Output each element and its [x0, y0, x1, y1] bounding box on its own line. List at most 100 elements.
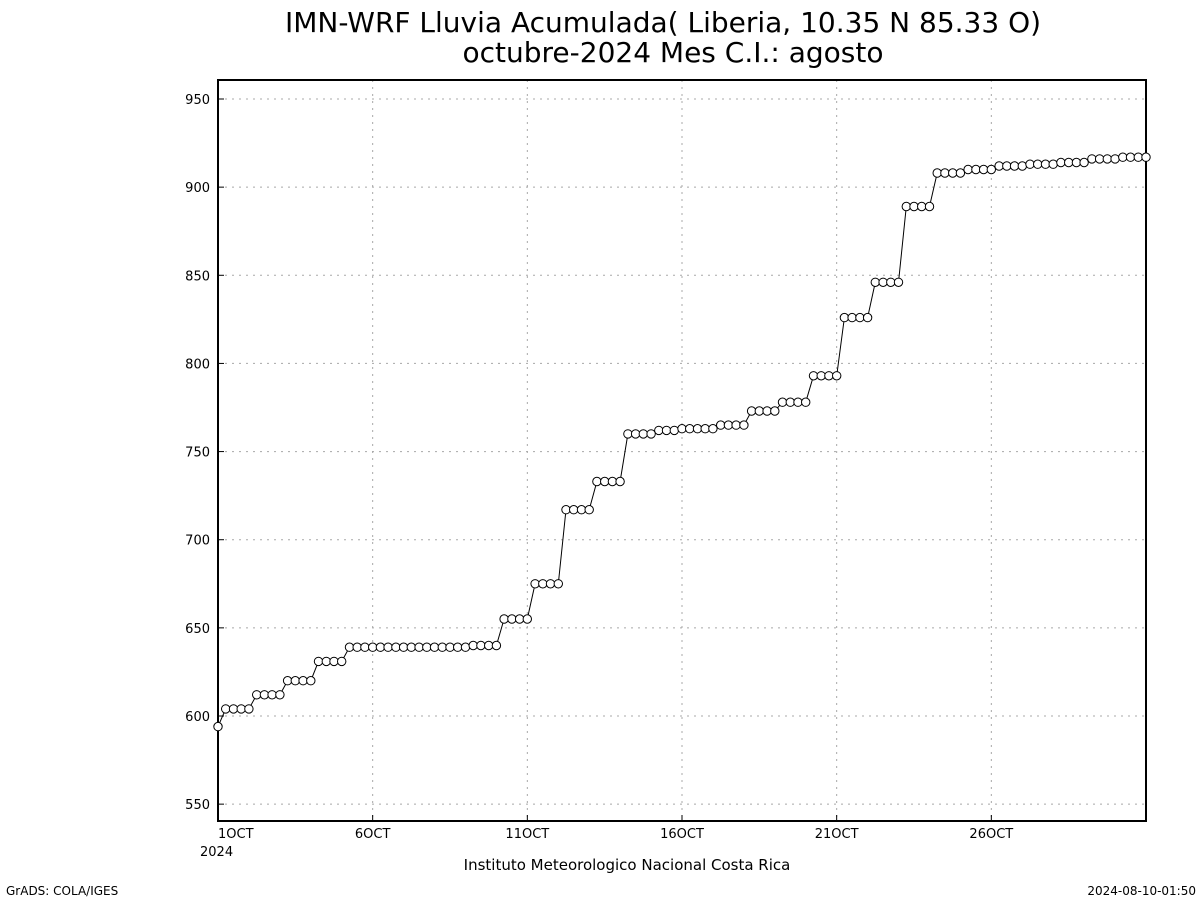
grid-lines	[218, 80, 1146, 821]
data-point	[739, 420, 749, 430]
data-point	[777, 397, 788, 407]
data-point	[623, 429, 633, 439]
data-point	[499, 614, 509, 624]
data-point	[677, 424, 687, 434]
data-point	[855, 312, 865, 323]
data-point	[368, 642, 378, 652]
data-point	[716, 420, 726, 430]
data-point	[383, 642, 393, 652]
data-point	[685, 424, 695, 434]
y-tick-label: 850	[185, 269, 210, 284]
data-point	[746, 406, 757, 416]
data-point	[630, 429, 641, 439]
data-point	[507, 614, 517, 624]
x-tick-label: 11OCT	[505, 827, 549, 842]
data-point	[839, 312, 850, 323]
data-point	[545, 579, 556, 589]
data-point	[522, 614, 532, 624]
data-point	[1110, 154, 1120, 164]
y-tick-label: 550	[185, 798, 210, 813]
data-point	[259, 690, 270, 700]
data-point	[785, 397, 795, 407]
y-tick-label: 650	[185, 622, 210, 637]
data-point	[445, 642, 455, 652]
data-point	[576, 505, 587, 515]
data-point	[600, 476, 610, 487]
chart-subtitle: octubre-2024 Mes C.I.: agosto	[463, 36, 884, 69]
data-point	[832, 371, 842, 381]
data-point	[398, 642, 409, 652]
data-point	[1079, 157, 1089, 168]
data-point	[917, 201, 927, 212]
data-point	[244, 704, 254, 714]
data-point	[391, 642, 401, 652]
data-point	[801, 397, 811, 407]
x-tick-label: 1OCT	[218, 827, 254, 842]
data-point	[1033, 159, 1043, 169]
data-point	[870, 277, 880, 287]
data-point	[762, 406, 772, 416]
y-tick-label: 750	[185, 446, 210, 461]
data-point	[607, 476, 618, 487]
data-point	[816, 371, 826, 381]
data-point	[282, 676, 293, 686]
data-point	[530, 579, 540, 589]
data-point	[228, 704, 239, 714]
data-point	[236, 704, 246, 714]
data-point	[808, 371, 819, 381]
data-point	[994, 161, 1004, 171]
data-point	[847, 312, 857, 323]
data-point	[313, 656, 324, 667]
data-point	[708, 424, 718, 434]
chart-title: IMN-WRF Lluvia Acumulada( Liberia, 10.35…	[285, 6, 1041, 39]
data-point	[213, 721, 223, 732]
y-tick-label: 900	[185, 181, 210, 196]
data-point	[886, 277, 896, 287]
data-point	[484, 640, 494, 651]
data-point	[429, 642, 440, 652]
data-point	[344, 642, 355, 652]
data-point	[1040, 159, 1051, 169]
y-tick-label: 700	[185, 534, 210, 549]
data-point	[1048, 159, 1058, 169]
x-tick-sublabel: 2024	[200, 845, 233, 860]
data-point	[615, 476, 625, 487]
data-point	[569, 505, 579, 515]
data-point	[491, 640, 502, 651]
data-point	[1125, 152, 1136, 162]
data-point	[723, 420, 734, 430]
data-point	[460, 642, 471, 652]
data-point	[352, 642, 362, 652]
data-point	[1102, 154, 1113, 164]
data-point	[553, 579, 563, 589]
y-tick-label: 600	[185, 710, 210, 725]
data-point	[824, 371, 834, 381]
data-point	[700, 424, 710, 434]
data-point	[329, 656, 339, 667]
data-point	[940, 168, 950, 178]
x-axis-ticks: 1OCT 2024 6OCT 11OCT 16OCT 21OCT 26OCT	[200, 815, 1013, 860]
data-point	[267, 690, 277, 700]
data-point	[422, 642, 432, 652]
data-point	[770, 406, 780, 416]
x-axis-label: Instituto Meteorologico Nacional Costa R…	[464, 856, 791, 874]
data-point	[1056, 157, 1066, 168]
y-tick-label: 950	[185, 93, 210, 108]
data-point	[1009, 161, 1020, 171]
data-point	[1133, 152, 1144, 162]
data-point	[1002, 161, 1012, 171]
footer-left: GrADS: COLA/IGES	[6, 884, 118, 898]
data-point	[932, 168, 942, 178]
data-point	[252, 690, 262, 700]
data-point	[669, 425, 679, 436]
data-point	[584, 505, 594, 515]
data-point	[754, 406, 764, 416]
data-point	[963, 164, 973, 175]
data-point	[793, 397, 803, 407]
data-point	[878, 277, 888, 287]
data-point	[1064, 157, 1074, 168]
plot-frame	[217, 79, 1147, 822]
data-point	[337, 656, 347, 667]
data-point	[924, 201, 935, 212]
y-tick-label: 800	[185, 357, 210, 372]
